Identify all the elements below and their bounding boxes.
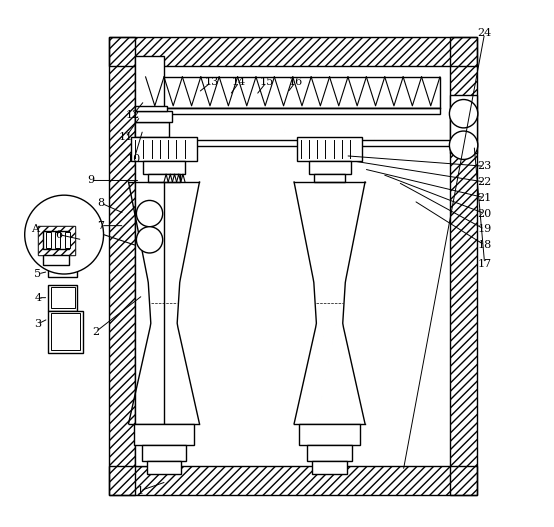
Bar (65, 232, 70, 248)
Text: 2: 2 (92, 327, 99, 337)
Text: 9: 9 (87, 175, 94, 186)
Text: 16: 16 (288, 77, 302, 87)
Bar (43, 255, 69, 265)
Circle shape (136, 227, 163, 253)
Bar (147, 461, 181, 474)
Bar (146, 109, 440, 114)
Bar (109, 37, 477, 66)
Text: 13: 13 (204, 77, 218, 87)
Bar (450, 37, 477, 495)
Bar (51, 314, 80, 350)
Bar (38, 226, 75, 255)
Bar (46, 232, 51, 248)
Text: 3: 3 (34, 319, 42, 329)
Text: 17: 17 (478, 259, 492, 268)
Bar (109, 37, 477, 66)
Text: 11: 11 (119, 132, 133, 142)
Bar (135, 106, 167, 111)
Text: 23: 23 (478, 161, 492, 171)
Text: 22: 22 (478, 177, 492, 187)
Text: 6: 6 (55, 230, 63, 240)
Bar (55, 232, 60, 248)
Bar (146, 77, 440, 109)
Bar (131, 138, 197, 161)
Bar (450, 95, 477, 153)
Text: 21: 21 (478, 193, 492, 203)
Bar (135, 122, 170, 138)
Bar (43, 231, 69, 249)
Bar (312, 461, 347, 474)
Bar (48, 256, 77, 277)
Text: 15: 15 (259, 77, 274, 87)
Bar (450, 37, 477, 495)
Bar (109, 37, 135, 495)
Text: 8: 8 (98, 198, 105, 208)
Bar (142, 445, 186, 461)
Bar (109, 466, 477, 495)
Text: 18: 18 (478, 240, 492, 250)
Bar (135, 111, 172, 122)
Bar (148, 174, 179, 182)
Text: 12: 12 (125, 110, 140, 120)
Text: 19: 19 (478, 225, 492, 235)
Bar (134, 424, 194, 445)
Circle shape (449, 100, 478, 128)
Text: 1: 1 (137, 485, 144, 495)
Text: 14: 14 (232, 77, 247, 87)
Text: 20: 20 (478, 209, 492, 219)
Bar (38, 226, 75, 255)
Bar (48, 311, 83, 353)
Text: 5: 5 (34, 269, 42, 279)
Circle shape (136, 200, 163, 227)
Bar (109, 466, 477, 495)
Text: 24: 24 (478, 28, 492, 38)
Bar (135, 56, 164, 466)
Text: 4: 4 (34, 292, 42, 302)
Bar (299, 424, 360, 445)
Text: A: A (31, 225, 39, 235)
Bar (297, 138, 362, 161)
Bar (309, 161, 351, 174)
Bar (48, 285, 77, 311)
Circle shape (25, 195, 104, 274)
Circle shape (449, 131, 478, 160)
Bar (307, 445, 352, 461)
Bar (314, 174, 345, 182)
Bar (109, 37, 135, 495)
Bar (143, 161, 185, 174)
Text: 10: 10 (127, 154, 141, 164)
Bar (51, 287, 75, 308)
Text: 7: 7 (98, 221, 104, 231)
